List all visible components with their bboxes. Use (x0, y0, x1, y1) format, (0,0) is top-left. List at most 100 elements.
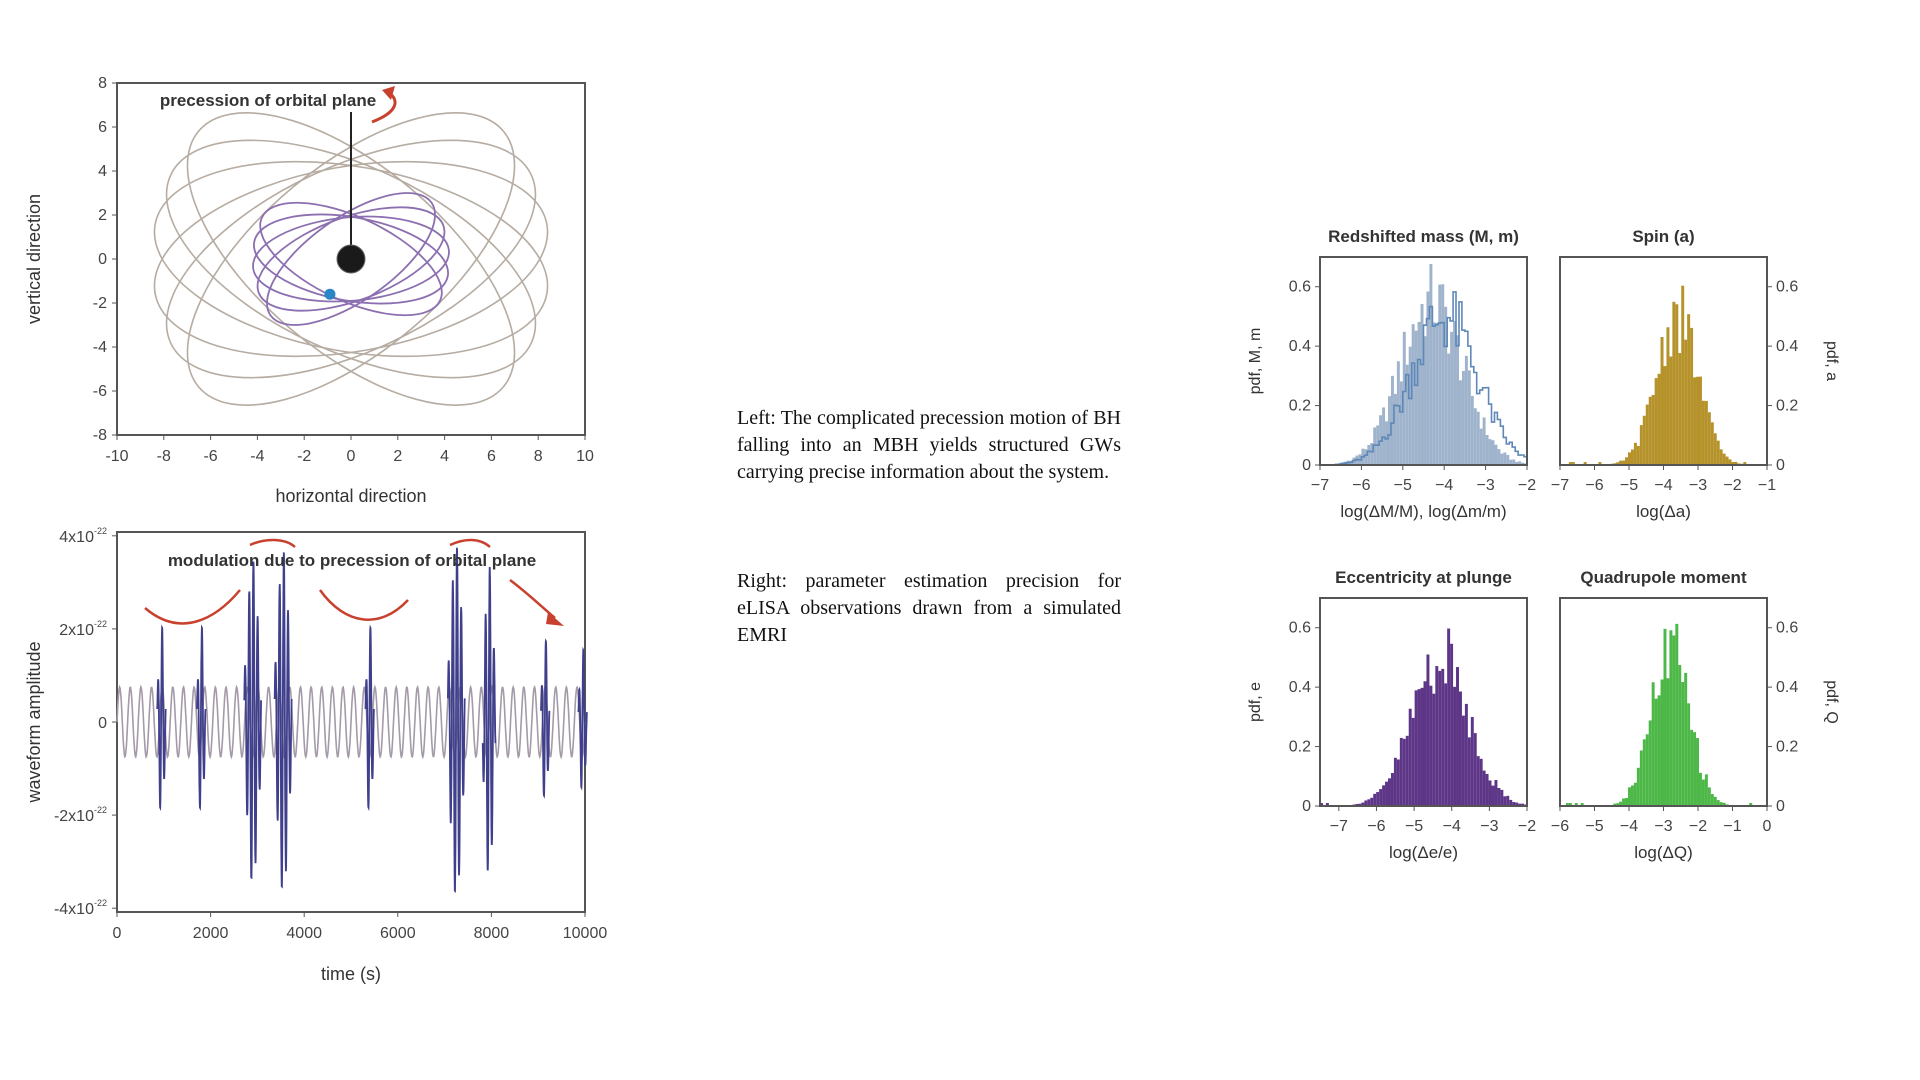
x-tick-label: -4 (250, 448, 264, 465)
histogram-bar (1379, 789, 1383, 806)
histogram-bar (1385, 421, 1389, 465)
histogram-bar (1476, 411, 1480, 465)
histogram-bar (1408, 708, 1412, 806)
histogram-bar (1476, 756, 1480, 806)
histogram-bar (1429, 685, 1433, 806)
histogram-bar (1669, 630, 1673, 806)
x-tick-label: 8 (534, 448, 543, 465)
histogram-bar (1645, 734, 1649, 806)
y-tick-label: -4x10-22 (54, 898, 107, 918)
histogram-bar (1370, 797, 1374, 806)
histogram-bar (1485, 434, 1489, 465)
y-tick-exponent: -22 (94, 805, 107, 815)
x-tick-label: −3 (1476, 477, 1494, 494)
histogram-bar (1583, 462, 1587, 465)
histogram-bar (1687, 703, 1691, 806)
histogram-bar (1648, 720, 1652, 806)
x-tick-label: 2000 (193, 925, 229, 942)
y-tick-mantissa: 4x10 (59, 529, 94, 546)
histogram-bar (1379, 415, 1383, 465)
histogram-bar (1725, 456, 1729, 465)
x-tick-label: 0 (1763, 818, 1772, 835)
y-tick-label: 6 (98, 119, 107, 136)
histogram-bar (1636, 767, 1640, 806)
histogram-bar (1698, 772, 1702, 806)
waveform-burst (481, 566, 497, 871)
histogram-bar (1719, 802, 1723, 806)
histogram-bar (1364, 800, 1368, 806)
histogram-bar (1385, 781, 1389, 806)
histogram-bar (1515, 802, 1519, 806)
histogram-bar (1710, 794, 1714, 806)
x-tick-label: −2 (1723, 477, 1741, 494)
histogram-bar (1722, 453, 1726, 465)
x-tick-label: −4 (1654, 477, 1672, 494)
histogram-bar (1337, 462, 1341, 465)
histogram-bar (1696, 376, 1699, 465)
histogram-bar (1663, 366, 1667, 465)
histogram-bar (1396, 361, 1400, 465)
histogram-bar (1693, 732, 1697, 806)
histogram-bar (1435, 322, 1439, 465)
histogram-bar (1687, 314, 1691, 465)
histogram-bar (1408, 346, 1412, 465)
x-tick-label: -6 (203, 448, 217, 465)
precession-arrow-head (382, 86, 395, 100)
x-tick-label: −3 (1480, 818, 1498, 835)
histogram-bar (1500, 453, 1504, 465)
histogram-bar (1426, 291, 1430, 465)
histogram-bar (1716, 800, 1720, 806)
x-tick-label: −2 (1518, 477, 1536, 494)
histogram-bar (1447, 353, 1451, 465)
histogram-bar (1479, 428, 1483, 465)
x-tick-label: −6 (1585, 477, 1603, 494)
histogram-panel: Redshifted mass (M, m) −7 −6 −5 −4 −3 −2 log(ΔM… (1247, 227, 1840, 862)
waveform-burst (540, 638, 551, 799)
y-tick-label: 0 (1302, 457, 1311, 474)
x-tick-label: −7 (1330, 818, 1348, 835)
y-axis-label: vertical direction (24, 194, 44, 324)
histogram-bar (1625, 797, 1629, 806)
histogram-bar (1361, 802, 1365, 806)
histogram-bar (1470, 717, 1474, 806)
y-tick-label: 0.4 (1776, 679, 1798, 696)
histogram-bar (1696, 738, 1699, 806)
histogram-bar (1382, 407, 1386, 465)
histogram-bar (1420, 687, 1424, 806)
histogram-bar (1482, 417, 1486, 465)
histogram-bar (1402, 738, 1406, 806)
histogram-bar (1494, 444, 1498, 465)
histogram-bar (1417, 689, 1421, 806)
histogram-bar (1500, 789, 1504, 806)
histogram-bar (1473, 733, 1477, 806)
histogram-bar (1376, 792, 1380, 806)
outer-orbit-loop (186, 112, 516, 406)
histogram-bar (1429, 264, 1433, 465)
y-tick-label: 0.4 (1776, 338, 1798, 355)
x-tick-label: 10000 (563, 925, 608, 942)
x-axis-label: log(Δa) (1636, 502, 1691, 521)
histogram-bar (1707, 787, 1711, 806)
waveform-annotation: modulation due to precession of orbital … (168, 551, 536, 570)
histogram-bar (1663, 628, 1667, 806)
histogram-bar (1660, 337, 1664, 465)
histogram-bar (1467, 370, 1471, 465)
y-tick-label: 0.6 (1289, 279, 1311, 296)
histogram-bar (1390, 773, 1394, 806)
histogram-bar (1503, 452, 1507, 465)
histogram-bar (1494, 780, 1498, 806)
y-tick-exponent: -22 (94, 619, 107, 629)
histogram-bar (1461, 371, 1465, 465)
outer-orbit-loop (165, 139, 537, 379)
y-tick-label: 0.2 (1289, 739, 1311, 756)
y-tick-label: 0 (98, 251, 107, 268)
histogram-bar (1453, 686, 1457, 806)
histogram-bar (1734, 461, 1738, 465)
y-tick-label: 0 (1776, 798, 1785, 815)
outer-orbit-loop (186, 112, 516, 406)
x-tick-label: -2 (297, 448, 311, 465)
y-tick-label: 4 (98, 163, 107, 180)
modulation-arrow-head (546, 612, 564, 626)
histogram-bar (1426, 654, 1430, 806)
waveform-gray-line (116, 684, 586, 760)
